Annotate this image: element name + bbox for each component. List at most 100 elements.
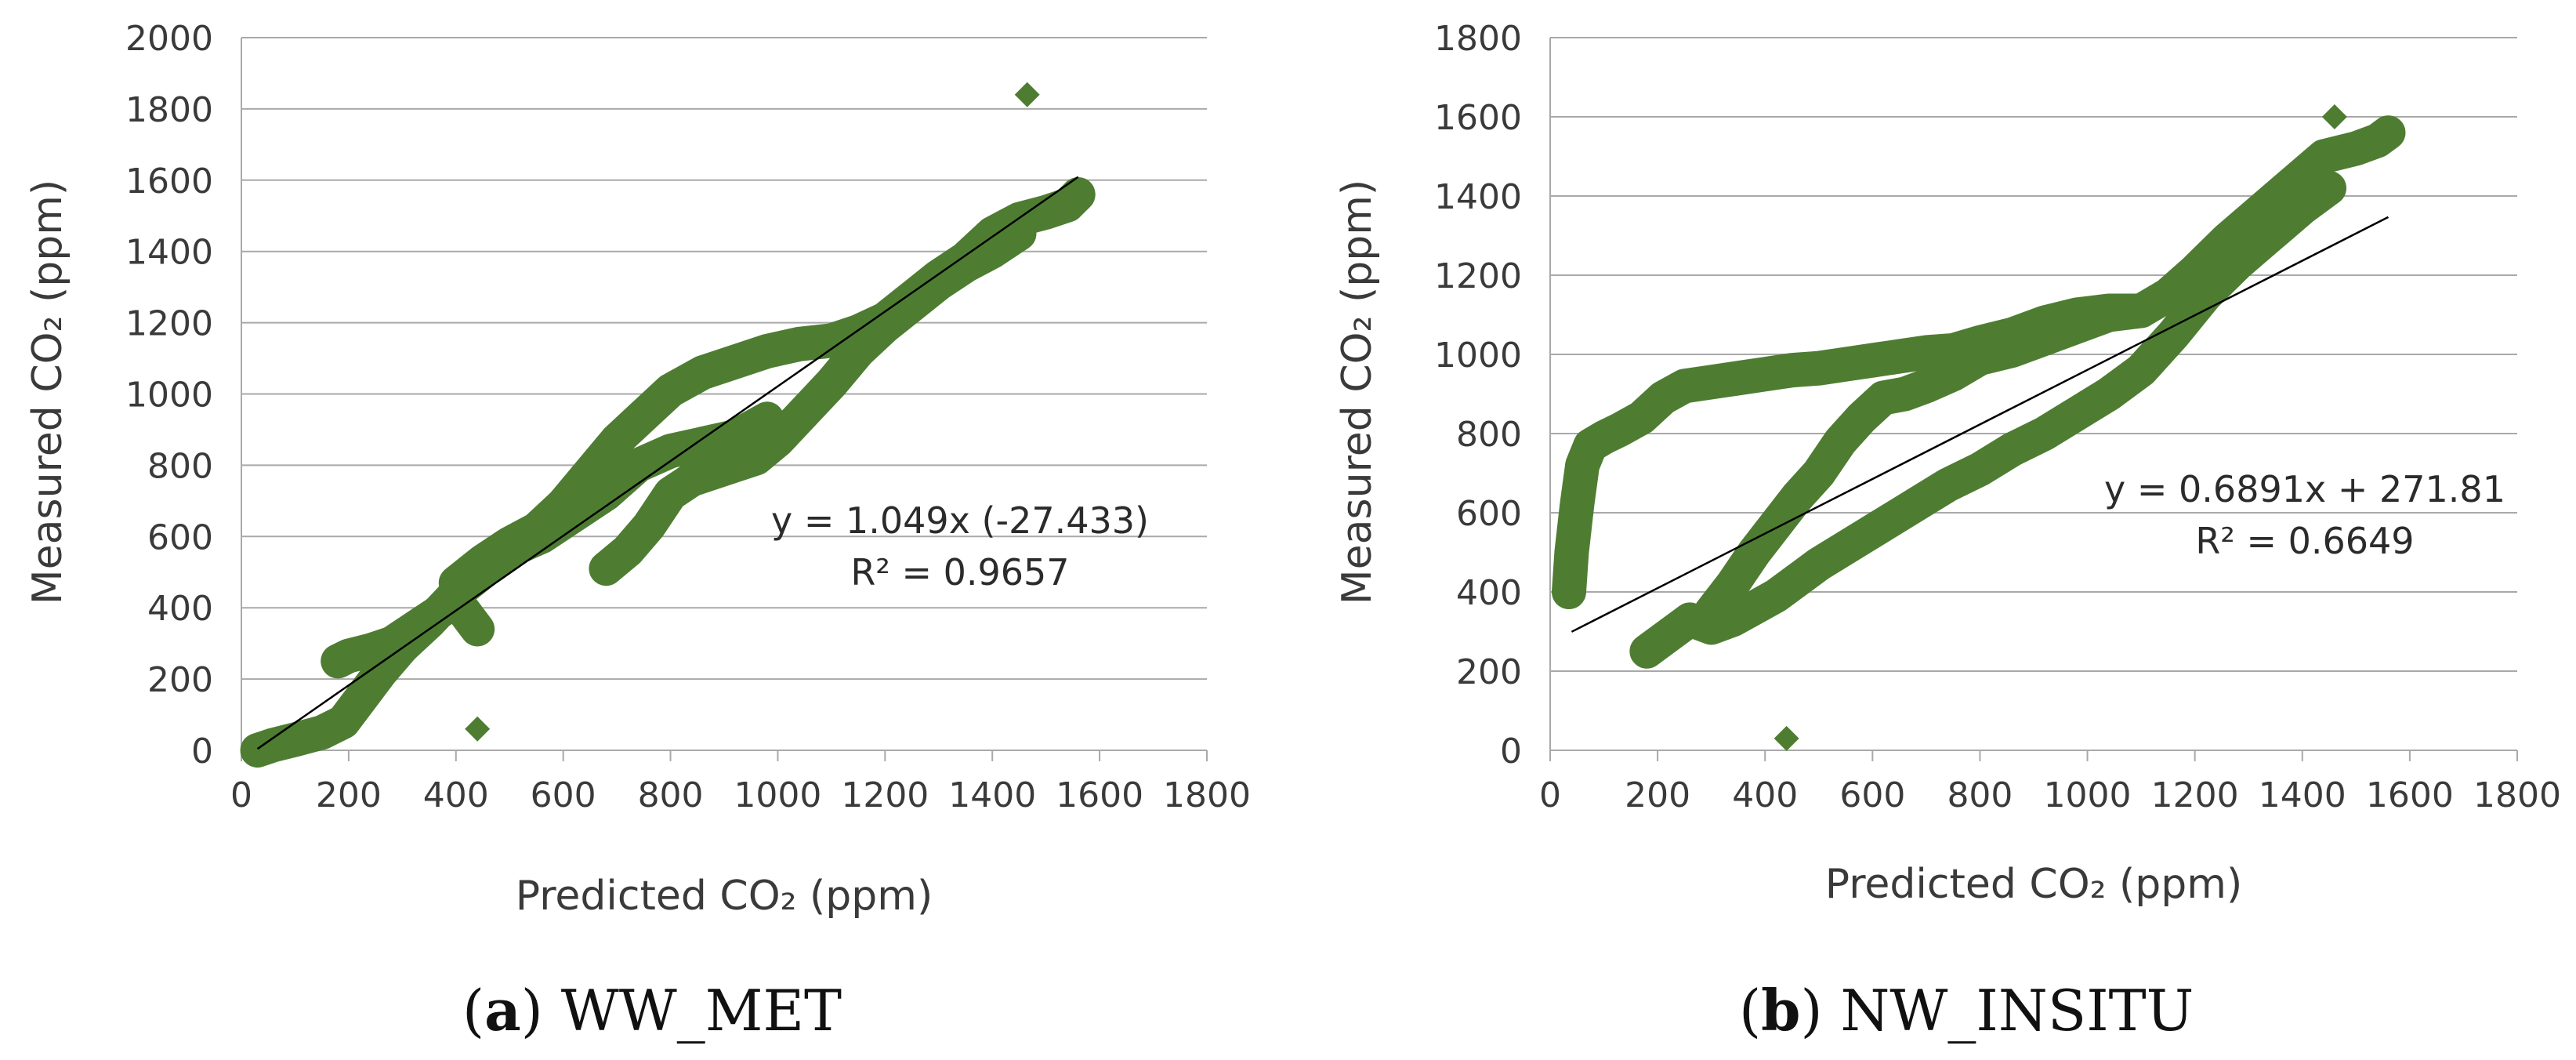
data-point [1866,507,1901,543]
y-tick-label: 400 [1456,573,1522,613]
data-point [717,344,752,379]
data-point [1650,618,1686,653]
y-tick-label: 200 [1456,652,1522,692]
data-point [545,487,581,522]
x-tick-label: 400 [1732,775,1798,815]
data-point [326,704,361,739]
data-point [2156,317,2191,352]
data-point [1936,357,1971,392]
series-lower-band [1629,170,2347,669]
data-point [1773,725,1799,751]
caption-b: (b) NW_INSITU [1739,977,2194,1044]
data-point [1898,487,1933,522]
caption-a-text: WW_MET [560,978,842,1044]
data-point [653,372,688,408]
x-tick-label: 1400 [948,775,1036,815]
data-point [1716,566,1751,601]
data-point [1774,353,1810,388]
data-point [1560,487,1595,522]
y-tick-label: 600 [147,517,213,557]
data-point [739,441,774,476]
data-point [1887,376,1922,412]
trendline-equation: y = 0.6891x + 271.81 [2104,468,2505,510]
data-point [1908,368,1944,404]
data-point [1624,400,1659,435]
series-middle-band [1694,115,2406,630]
chart-b-svg: 0 200 400 600 800 1000 1200 1400 1600 1800 0 200 400… [1334,19,2561,908]
data-point [1720,361,1755,396]
data-point [2091,297,2126,332]
data-point [2027,321,2062,356]
y-tick-label: 1600 [1434,98,1522,138]
data-point [1962,341,1998,376]
data-point [1603,412,1638,447]
x-axis-label: Predicted CO₂ (ppm) [1825,861,2243,908]
y-axis-label: Measured CO₂ (ppm) [24,180,71,604]
x-tick-label: 0 [230,775,252,815]
x-tick-label: 200 [316,775,382,815]
trendline [256,176,1079,750]
data-point [894,287,929,322]
data-point [653,434,688,469]
x-tick-label: 1000 [734,775,821,815]
data-point [1962,452,1998,487]
trendline-r2: R² = 0.9657 [850,551,1069,594]
data-point [2027,416,2062,451]
data-point [2371,115,2406,151]
trendline [1571,216,2389,633]
data-point [2059,309,2094,344]
x-tick-label: 200 [1625,775,1690,815]
series-outliers [1773,104,2347,751]
caption-a-label: a [484,977,521,1044]
data-point [1930,467,1966,503]
data-point [921,266,956,301]
data-point [342,683,377,718]
data-point [685,427,720,462]
data-point [813,365,849,401]
data-point [1844,400,1879,435]
data-point [1748,357,1783,392]
data-point [600,423,635,458]
data-point [572,455,607,490]
data-point [417,597,452,633]
data-point [685,355,720,390]
trendline-r2: R² = 0.6649 [2195,520,2414,562]
series-cloud-lower [589,216,1037,586]
x-tick-label: 1200 [2151,775,2239,815]
data-point [438,583,473,619]
data-point [1936,332,1971,368]
data-point [2188,278,2223,313]
data-point [465,716,491,742]
data-point [653,476,688,511]
data-point [2059,396,2094,431]
data-point [781,326,817,361]
data-point [1828,347,1864,382]
data-point [1014,82,1040,107]
panel-a: 0 200 400 600 800 1000 1200 1400 1600 1800 2000 0 20… [24,19,1251,1044]
caption-a: (a) WW_MET [462,977,842,1044]
x-tick-label: 800 [638,775,704,815]
data-point [277,722,313,757]
x-tick-label: 1000 [2044,775,2132,815]
data-point [1833,527,1868,562]
x-tick-label: 1400 [2259,775,2346,815]
x-tick-label: 400 [423,775,489,815]
data-point [1855,343,1890,378]
data-point [2312,170,2347,205]
data-point [2124,353,2159,388]
panel-b: 0 200 400 600 800 1000 1200 1400 1600 1800 0 200 400… [1288,0,2576,1060]
y-tick-label: 1200 [1434,256,1522,296]
data-point [2220,245,2255,281]
data-point [1551,575,1586,609]
y-tick-label: 1400 [1434,177,1522,217]
data-point [1737,590,1772,626]
x-tick-label: 800 [1947,775,2013,815]
y-tick-label: 1400 [125,233,213,273]
y-tick-label: 800 [1456,415,1522,455]
y-tick-label: 2000 [125,19,213,59]
x-tick-label: 1800 [2473,775,2561,815]
series-cloud-left-branch [321,583,495,679]
trendline-equation: y = 1.049x (-27.433) [771,499,1149,542]
data-point [1994,332,2030,368]
